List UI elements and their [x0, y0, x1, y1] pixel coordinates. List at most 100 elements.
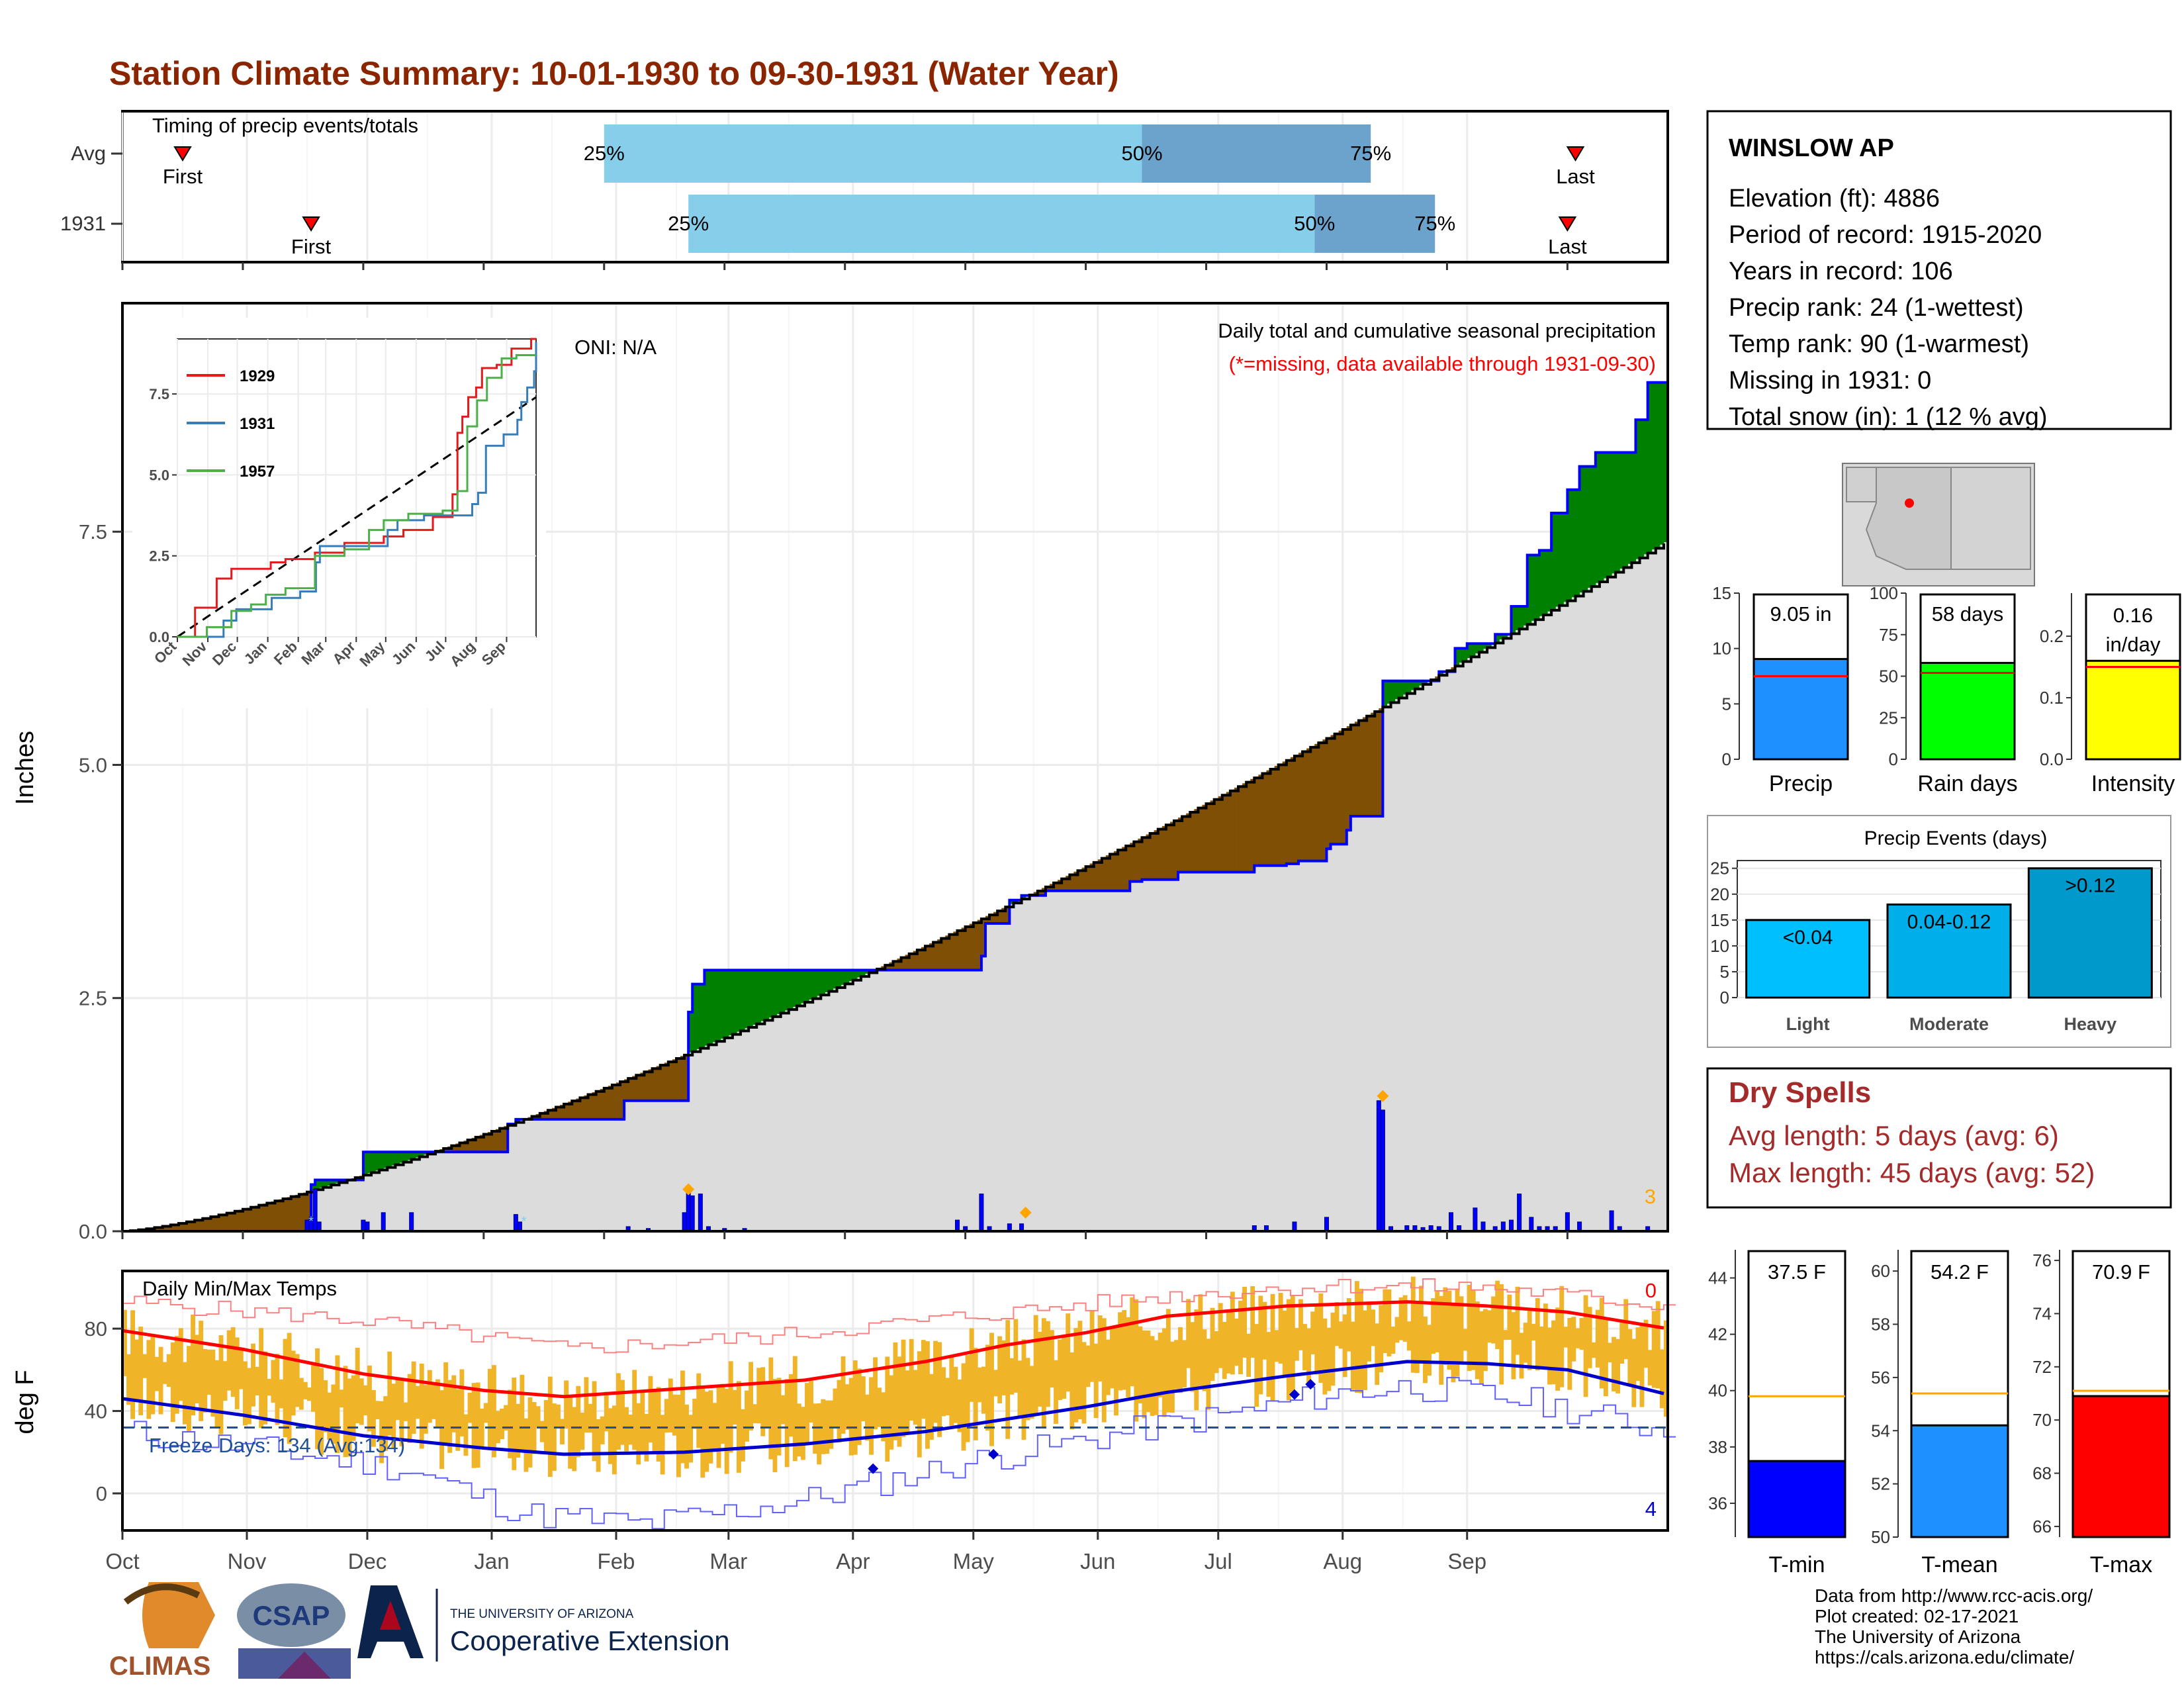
- deficit-area: [1097, 859, 1103, 891]
- daily-precip-bar: [1448, 1212, 1453, 1232]
- daily-temp-range-bar: [800, 1407, 805, 1460]
- deficit-area: [1326, 737, 1332, 849]
- deficit-area: [1278, 763, 1283, 866]
- daily-temp-range-bar: [1612, 1336, 1616, 1391]
- daily-temp-range-bar: [720, 1383, 725, 1444]
- daily-temp-range-bar: [419, 1363, 424, 1449]
- deficit-area: [1242, 783, 1247, 872]
- daily-temp-range-bar: [756, 1368, 762, 1424]
- daily-temp-range-bar: [146, 1340, 152, 1419]
- daily-temp-range-bar: [1037, 1331, 1042, 1407]
- events-y-tick-label: 25: [1710, 859, 1729, 878]
- daily-temp-range-bar: [1041, 1318, 1046, 1427]
- surplus-area: [1535, 555, 1540, 619]
- surplus-area: [1471, 643, 1476, 656]
- daily-temp-range-bar: [668, 1378, 673, 1432]
- daily-temp-range-bar: [752, 1404, 758, 1424]
- surplus-area: [736, 970, 741, 1032]
- deficit-area: [1222, 794, 1227, 872]
- daily-temp-range-bar: [929, 1374, 934, 1440]
- deficit-area: [234, 1210, 240, 1231]
- daily-temp-range-bar: [560, 1419, 565, 1444]
- daily-temp-range-bar: [1463, 1329, 1468, 1351]
- csap-logo-text: CSAP: [253, 1600, 330, 1631]
- deficit-area: [568, 1102, 572, 1119]
- deficit-area: [1375, 710, 1379, 816]
- daily-temp-range-bar: [520, 1374, 525, 1450]
- surplus-area: [800, 970, 805, 1004]
- daily-temp-range-bar: [881, 1392, 886, 1442]
- events-bar-heavy: [2027, 867, 2153, 999]
- daily-temp-range-bar: [1567, 1317, 1572, 1390]
- surplus-area: [841, 970, 846, 985]
- temp-y-tick-label: 80: [85, 1317, 107, 1340]
- month-axis-label: Aug: [1323, 1549, 1362, 1573]
- map-state-ca: [1846, 467, 1877, 502]
- daily-precip-bar: [1517, 1194, 1522, 1232]
- daily-temp-range-bar: [463, 1414, 469, 1456]
- deficit-area: [158, 1226, 163, 1231]
- surplus-area: [1455, 648, 1460, 665]
- daily-temp-range-bar: [1234, 1319, 1239, 1366]
- daily-temp-range-bar: [1085, 1345, 1091, 1387]
- temp-record-diamond: [1289, 1389, 1300, 1400]
- daily-temp-range-bar: [1334, 1302, 1340, 1346]
- summary-bar-intensity: [2085, 659, 2181, 761]
- daily-temp-range-bar: [829, 1400, 834, 1449]
- month-axis-label: Dec: [348, 1549, 387, 1573]
- daily-temp-range-bar: [1198, 1294, 1203, 1389]
- record-high-line: [122, 1278, 1676, 1354]
- timing-bar-50-75: [1314, 195, 1435, 253]
- inset-y-tick-label: 7.5: [149, 386, 169, 402]
- surplus-area: [371, 1152, 376, 1172]
- surplus-area: [1495, 634, 1500, 642]
- daily-temp-range-bar: [1118, 1312, 1122, 1391]
- deficit-area: [547, 1109, 553, 1119]
- deficit-area: [1310, 746, 1315, 861]
- daily-temp-range-bar: [937, 1342, 942, 1437]
- surplus-area: [1511, 606, 1516, 633]
- deficit-area: [1226, 792, 1231, 872]
- daily-temp-range-bar: [222, 1361, 228, 1401]
- deficit-area: [660, 1064, 665, 1101]
- month-axis-label: Feb: [598, 1549, 635, 1573]
- deficit-area: [1350, 724, 1355, 816]
- daily-temp-range-bar: [1447, 1290, 1452, 1370]
- daily-precip-bar: [1500, 1221, 1506, 1232]
- daily-temp-range-bar: [1563, 1327, 1569, 1348]
- daily-temp-range-bar: [1077, 1321, 1083, 1420]
- deficit-area: [624, 1079, 629, 1101]
- daily-temp-range-bar: [588, 1403, 593, 1433]
- deficit-area: [222, 1213, 228, 1231]
- deficit-area: [1037, 890, 1042, 896]
- deficit-area: [1294, 755, 1299, 864]
- daily-temp-range-bar: [1615, 1338, 1621, 1393]
- daily-temp-range-bar: [917, 1351, 922, 1458]
- deficit-area: [913, 951, 918, 970]
- surplus-area: [1655, 382, 1661, 547]
- daily-temp-range-bar: [1439, 1295, 1444, 1385]
- daily-precip-bar: [361, 1219, 366, 1232]
- daily-temp-range-bar: [178, 1328, 183, 1401]
- deficit-area: [1342, 728, 1347, 845]
- daily-temp-range-bar: [247, 1368, 251, 1425]
- daily-temp-range-bar: [1383, 1289, 1388, 1353]
- surplus-area: [1595, 452, 1600, 583]
- daily-temp-range-bar: [1599, 1297, 1604, 1389]
- surplus-area: [363, 1152, 368, 1175]
- daily-temp-range-bar: [905, 1370, 910, 1434]
- month-axis-label: Jul: [1205, 1549, 1232, 1573]
- temp-summary-y-tick-label: 66: [2032, 1517, 2052, 1536]
- daily-temp-range-bar: [1190, 1322, 1195, 1392]
- daily-temp-range-bar: [1587, 1307, 1592, 1368]
- daily-temp-range-bar: [1603, 1319, 1608, 1397]
- climas-logo: CLIMAS: [109, 1582, 215, 1681]
- daily-temp-range-bar: [608, 1408, 613, 1464]
- daily-temp-range-bar: [576, 1385, 581, 1458]
- deficit-area: [166, 1225, 171, 1231]
- deficit-area: [459, 1142, 465, 1152]
- daily-temp-range-bar: [1410, 1276, 1416, 1373]
- daily-temp-range-bar: [1130, 1297, 1135, 1387]
- surplus-area: [1547, 550, 1552, 612]
